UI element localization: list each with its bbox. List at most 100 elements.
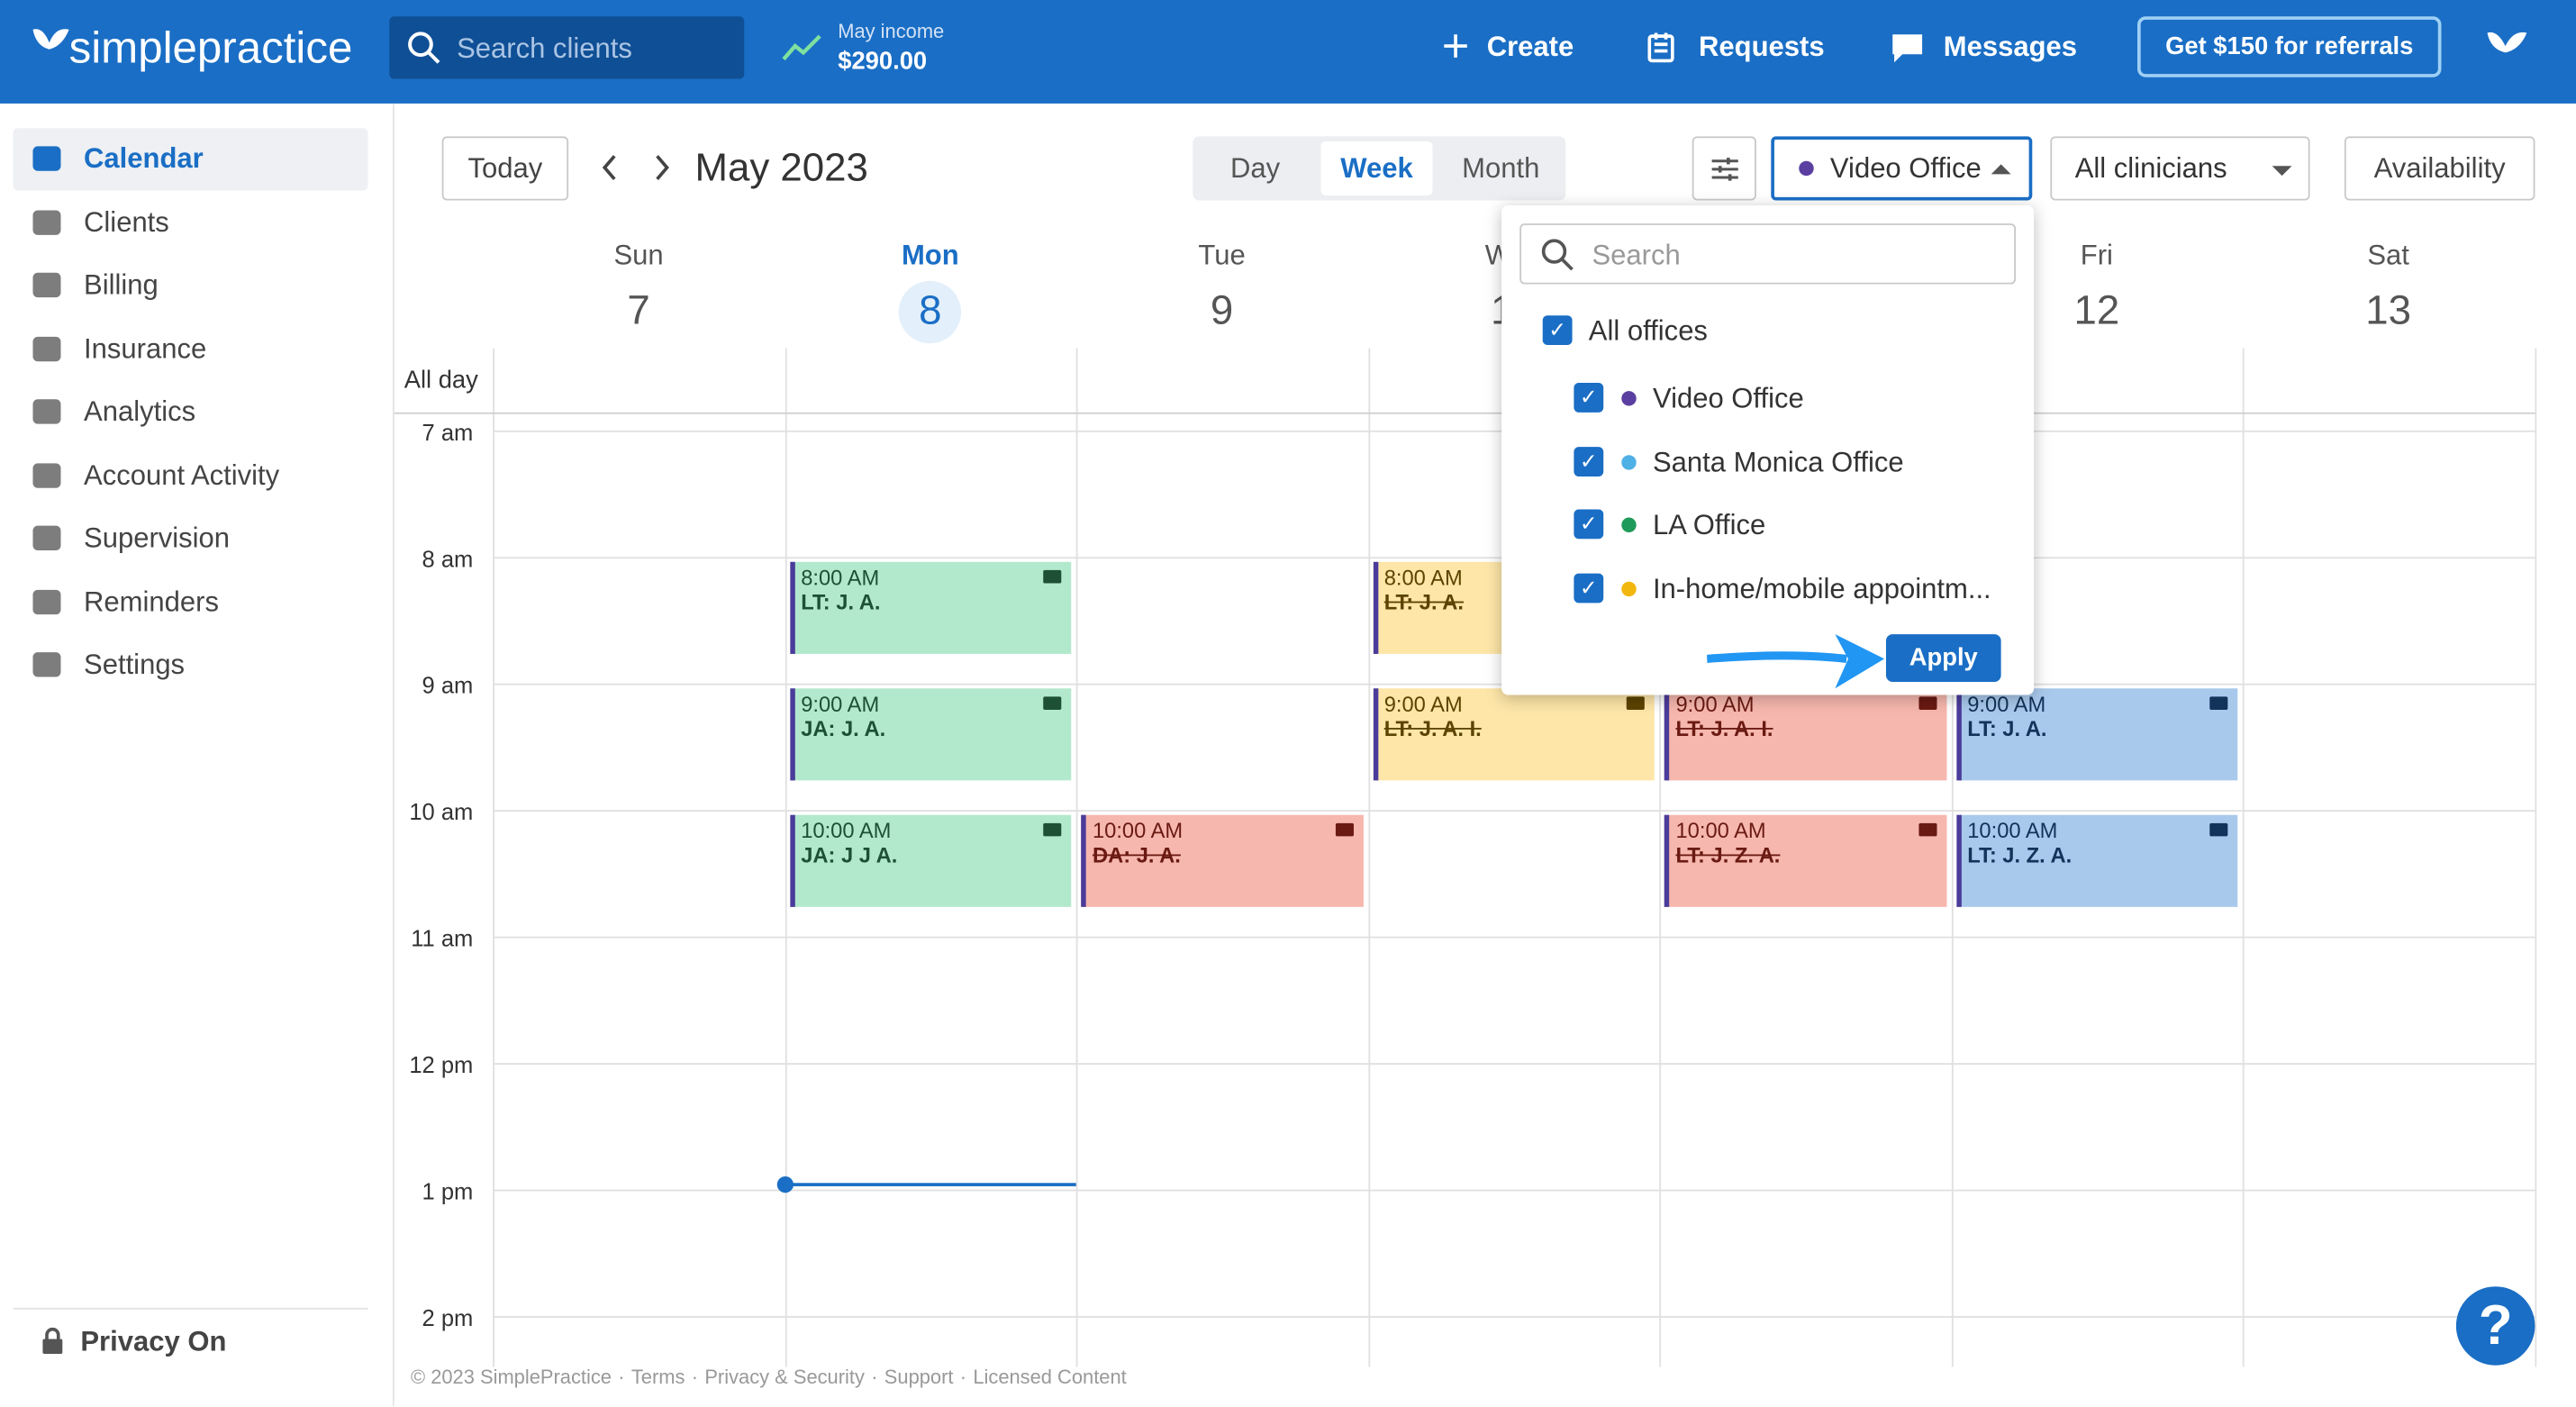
checkbox[interactable]: ✓	[1574, 572, 1604, 603]
appointment[interactable]: 9:00 AM LT: J. A. I.	[1664, 688, 1946, 781]
appointment-time: 10:00 AM	[1675, 818, 1766, 843]
dropdown-search[interactable]: Search	[1519, 223, 2017, 285]
search-box[interactable]: Search clients	[389, 16, 745, 79]
day-name: Sun	[613, 240, 664, 271]
video-icon	[1918, 696, 1937, 710]
appointment[interactable]: 10:00 AM LT: J. Z. A.	[1664, 814, 1946, 907]
column-line	[1075, 348, 1078, 1367]
checkbox[interactable]: ✓	[1542, 315, 1573, 346]
appointment-client: DA: J. A.	[1092, 842, 1181, 868]
nav-icon	[32, 146, 61, 171]
office-option[interactable]: Santa Monica Office	[1652, 446, 1904, 477]
day-name: Tue	[1198, 240, 1246, 271]
checkbox[interactable]: ✓	[1574, 509, 1604, 540]
apply-button[interactable]: Apply	[1885, 634, 2001, 682]
appointment[interactable]: 10:00 AM JA: J J A.	[789, 814, 1072, 907]
time-label: 8 am	[422, 545, 474, 572]
video-icon	[1043, 569, 1062, 584]
nav-item[interactable]: Create	[1486, 31, 1574, 63]
sidebar-item[interactable]: Calendar	[84, 142, 204, 175]
checkbox[interactable]: ✓	[1574, 446, 1604, 477]
sidebar: Privacy On Calendar Clients Billing Insuran…	[0, 103, 395, 1407]
hour-line	[493, 810, 2535, 812]
appointment[interactable]: 10:00 AM LT: J. Z. A.	[1955, 814, 2238, 907]
appointment[interactable]: 10:00 AM DA: J. A.	[1081, 814, 1364, 907]
now-line	[784, 1183, 1076, 1186]
income-icon	[782, 34, 821, 61]
appointment-client: LT: J. A.	[801, 589, 881, 615]
sidebar-item[interactable]: Insurance	[84, 332, 207, 365]
nav-icon	[1890, 32, 1923, 64]
butterfly-icon[interactable]	[2484, 26, 2530, 66]
office-dot	[1621, 580, 1637, 596]
nav-item[interactable]: Requests	[1699, 31, 1825, 63]
column-line	[1951, 348, 1953, 1367]
appointment-client: LT: J. A.	[1967, 716, 2047, 741]
month-title: May 2023	[694, 146, 868, 191]
all-offices[interactable]: All offices	[1588, 315, 1708, 347]
footer-link[interactable]: Licensed Content	[973, 1365, 1127, 1389]
appointment[interactable]: 9:00 AM LT: J. A.	[1955, 688, 2238, 781]
time-label: 7 am	[422, 419, 474, 446]
appointment[interactable]: 9:00 AM JA: J. A.	[789, 688, 1072, 781]
appointment-client: JA: J. A.	[801, 716, 886, 741]
hour-line	[493, 936, 2535, 939]
privacy-toggle[interactable]: Privacy On	[80, 1325, 227, 1357]
time-label: 1 pm	[422, 1177, 474, 1204]
footer-link: © 2023 SimplePractice	[411, 1365, 612, 1389]
footer-link[interactable]: Terms	[630, 1365, 685, 1389]
nav-icon	[1441, 32, 1474, 64]
appointment[interactable]: 9:00 AM LT: J. A. I.	[1372, 688, 1655, 781]
filter-button[interactable]	[1692, 136, 1756, 201]
time-label: 10 am	[409, 798, 474, 825]
view-tab[interactable]: Month	[1462, 151, 1540, 184]
appointment-time: 10:00 AM	[801, 818, 892, 843]
day-name: Sat	[2367, 240, 2409, 271]
today-circle	[899, 280, 962, 344]
office-option[interactable]: In-home/mobile appointm...	[1652, 572, 1991, 604]
appointment-client: LT: J. A.	[1383, 589, 1464, 615]
now-dot	[776, 1176, 794, 1194]
sidebar-item[interactable]: Billing	[84, 269, 159, 301]
video-icon	[2209, 696, 2228, 710]
checkbox[interactable]: ✓	[1574, 382, 1604, 413]
sidebar-item[interactable]: Analytics	[84, 395, 196, 428]
footer-link[interactable]: Privacy & Security	[704, 1365, 865, 1389]
sidebar-item[interactable]: Clients	[84, 205, 169, 238]
today-button[interactable]: Today	[441, 136, 569, 201]
view-tab[interactable]: Week	[1320, 141, 1433, 196]
day-name: Fri	[2080, 240, 2113, 271]
hour-line	[493, 1316, 2535, 1318]
appointment-time: 9:00 AM	[1675, 691, 1755, 717]
appointment-client: LT: J. Z. A.	[1967, 842, 2073, 868]
office-option[interactable]: LA Office	[1652, 509, 1766, 541]
income-label: May income	[838, 19, 945, 43]
availability-button[interactable]: Availability	[2344, 136, 2535, 201]
office-select[interactable]: Video Office	[1771, 136, 2033, 201]
office-select-label: Video Office	[1829, 151, 1982, 184]
nav-arrows[interactable]	[598, 153, 680, 183]
referral-button[interactable]: Get $150 for referrals	[2137, 16, 2442, 77]
clinician-select[interactable]: All clinicians	[2050, 136, 2310, 201]
office-option[interactable]: Video Office	[1652, 382, 1804, 414]
nav-icon	[32, 272, 61, 298]
nav-item[interactable]: Messages	[1943, 31, 2078, 63]
view-tab[interactable]: Day	[1229, 151, 1281, 184]
main: Today May 2023 Day Week Month Video Office…	[394, 104, 2576, 1406]
video-icon	[2209, 822, 2228, 837]
sidebar-item[interactable]: Account Activity	[84, 458, 280, 491]
office-dropdown: Search ✓ All offices Apply ✓ Video Office…	[1501, 205, 2035, 695]
day-date: 7	[627, 287, 650, 334]
income-value: $290.00	[838, 47, 928, 76]
footer-link[interactable]: Support	[884, 1365, 954, 1389]
sidebar-item[interactable]: Supervision	[84, 522, 231, 554]
nav-icon	[32, 336, 61, 361]
help-button[interactable]: ?	[2455, 1286, 2535, 1366]
sidebar-item[interactable]: Settings	[84, 649, 186, 681]
appointment[interactable]: 8:00 AM LT: J. A.	[789, 561, 1072, 654]
sidebar-item[interactable]: Reminders	[84, 585, 219, 617]
day-date: 13	[2365, 287, 2412, 334]
nav-icon	[32, 525, 61, 551]
nav-icon	[32, 652, 61, 677]
appointment-time: 9:00 AM	[1967, 691, 2046, 717]
